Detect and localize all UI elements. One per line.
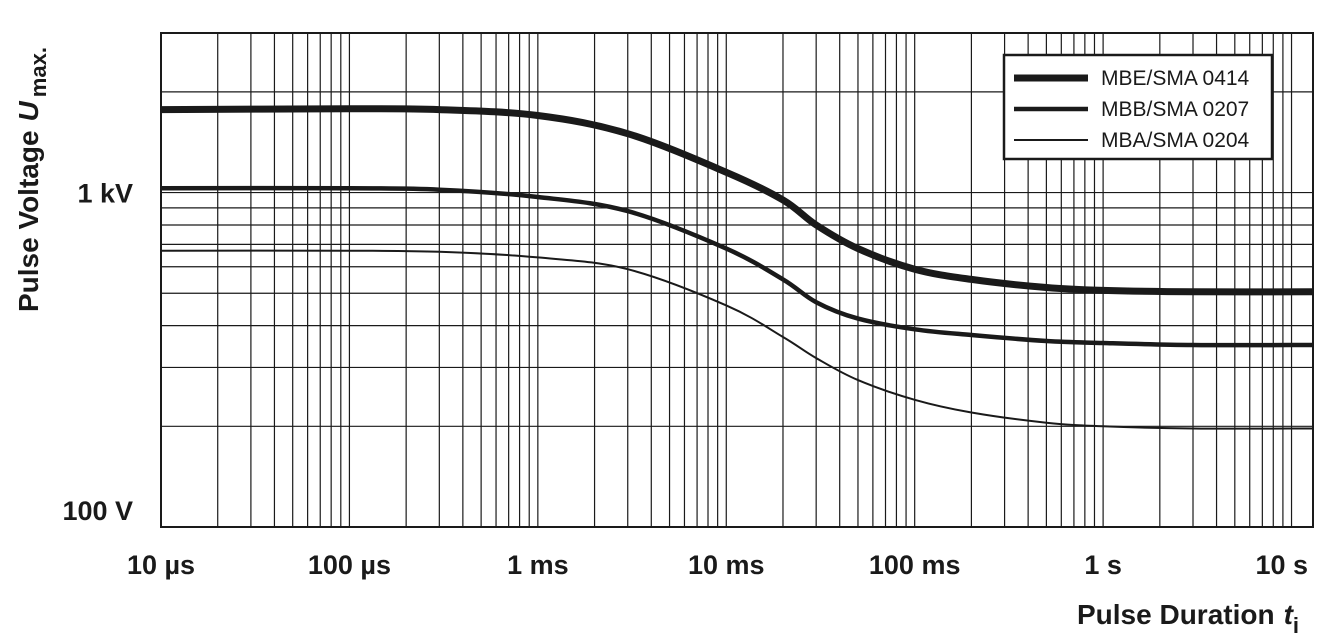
y-tick-label: 1 kV xyxy=(77,179,133,209)
y-axis-label: Pulse Voltage Umax. xyxy=(13,47,51,312)
y-tick-labels: 100 V 1 kV xyxy=(62,179,133,526)
legend-label-1: MBE/SMA 0414 xyxy=(1101,67,1250,90)
series-line-3 xyxy=(160,249,1314,430)
x-tick-label: 10 s xyxy=(1255,550,1308,580)
x-tick-label: 100 µs xyxy=(308,550,391,580)
legend: MBE/SMA 0414 MBB/SMA 0207 MBA/SMA 0204 xyxy=(1002,53,1274,161)
plot-frame xyxy=(160,32,1314,528)
x-axis-symbol: t xyxy=(1284,599,1295,630)
y-axis-symbol: U xyxy=(13,100,44,121)
series-group xyxy=(160,105,1314,430)
y-axis-label-text: Pulse Voltage xyxy=(13,130,44,312)
x-axis-label: Pulse Duration ti xyxy=(1077,599,1299,638)
x-axis-subscript: i xyxy=(1293,613,1299,638)
grid xyxy=(161,33,1313,527)
x-tick-labels: 10 µs 100 µs 1 ms 10 ms 100 ms 1 s 10 s xyxy=(127,550,1308,580)
x-tick-label: 1 s xyxy=(1084,550,1122,580)
y-tick-label: 100 V xyxy=(62,496,133,526)
series-line-2 xyxy=(160,185,1314,348)
x-tick-label: 10 ms xyxy=(688,550,765,580)
legend-label-3: MBA/SMA 0204 xyxy=(1101,129,1250,152)
legend-label-2: MBB/SMA 0207 xyxy=(1101,98,1249,121)
y-axis-subscript: max. xyxy=(26,47,51,97)
x-tick-label: 100 ms xyxy=(869,550,961,580)
legend-items: MBE/SMA 0414 MBB/SMA 0207 MBA/SMA 0204 xyxy=(1014,67,1250,152)
series-line-1 xyxy=(160,105,1314,296)
x-axis-label-text: Pulse Duration xyxy=(1077,599,1275,630)
x-tick-label: 10 µs xyxy=(127,550,195,580)
x-tick-label: 1 ms xyxy=(507,550,569,580)
